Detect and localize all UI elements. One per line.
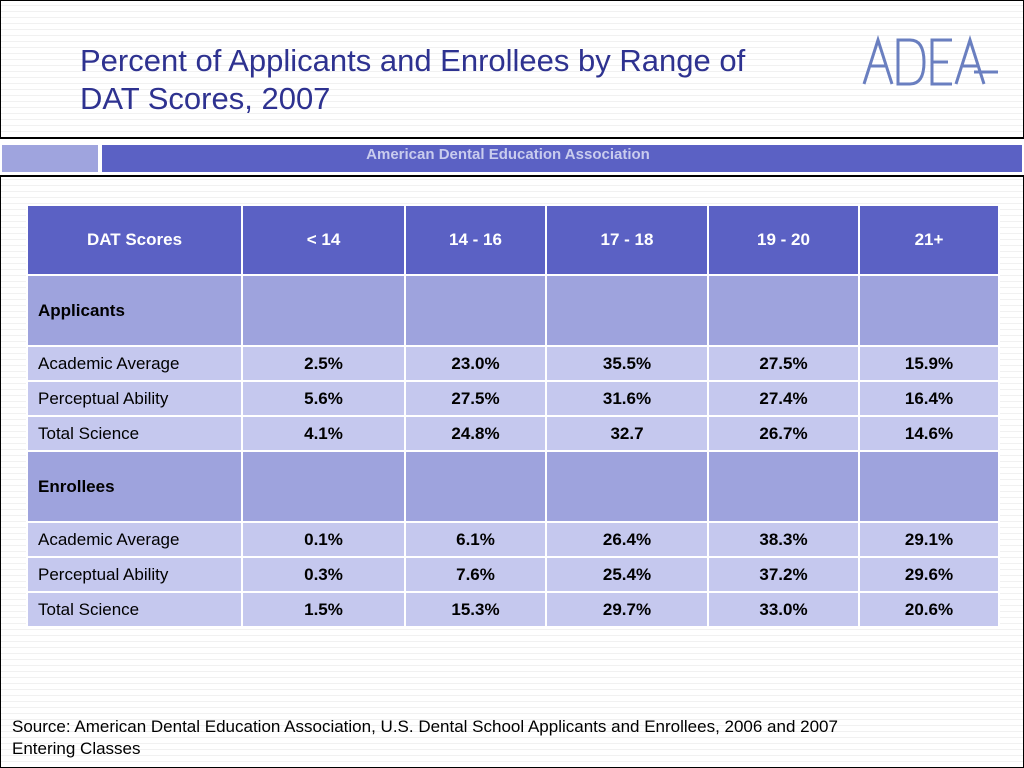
title-line-2: DAT Scores, 2007: [80, 81, 331, 116]
table-cell: 29.7%: [545, 591, 709, 628]
footnote-line-1: Source: American Dental Education Associ…: [12, 717, 838, 736]
table-cell: 16.4%: [858, 380, 1000, 417]
section-cell: [545, 274, 709, 347]
table-cell: 0.3%: [241, 556, 406, 593]
row-label: Perceptual Ability: [26, 380, 243, 417]
table-cell: 4.1%: [241, 415, 406, 452]
table-cell: 33.0%: [707, 591, 860, 628]
table-cell: 7.6%: [404, 556, 547, 593]
section-cell: [707, 450, 860, 523]
table-cell: 29.6%: [858, 556, 1000, 593]
table-cell: 6.1%: [404, 521, 547, 558]
table-cell: 2.5%: [241, 345, 406, 382]
row-label: Perceptual Ability: [26, 556, 243, 593]
title-line-1: Percent of Applicants and Enrollees by R…: [80, 43, 746, 78]
table-cell: 20.6%: [858, 591, 1000, 628]
table-cell: 25.4%: [545, 556, 709, 593]
section-cell: [241, 450, 406, 523]
section-cell: [404, 450, 547, 523]
table-header-row: DAT Scores < 14 14 - 16 17 - 18 19 - 20 …: [26, 204, 1000, 276]
slide-title: Percent of Applicants and Enrollees by R…: [80, 42, 840, 118]
section-cell: [858, 274, 1000, 347]
header-range-14-16: 14 - 16: [404, 204, 547, 276]
table-cell: 27.4%: [707, 380, 860, 417]
row-label: Academic Average: [26, 345, 243, 382]
dat-scores-table: DAT Scores < 14 14 - 16 17 - 18 19 - 20 …: [26, 204, 1000, 628]
table-cell: 27.5%: [707, 345, 860, 382]
section-label: Enrollees: [26, 450, 243, 523]
source-footnote: Source: American Dental Education Associ…: [12, 716, 1012, 760]
table-row: Total Science 4.1% 24.8% 32.7 26.7% 14.6…: [26, 415, 1000, 452]
table-row: Academic Average 2.5% 23.0% 35.5% 27.5% …: [26, 345, 1000, 382]
band-left-block: [2, 145, 98, 172]
table-row: Perceptual Ability 0.3% 7.6% 25.4% 37.2%…: [26, 556, 1000, 593]
table-cell: 23.0%: [404, 345, 547, 382]
table-cell: 35.5%: [545, 345, 709, 382]
band-organization-name: American Dental Education Association: [366, 146, 650, 163]
section-label: Applicants: [26, 274, 243, 347]
section-cell: [707, 274, 860, 347]
table-row: Perceptual Ability 5.6% 27.5% 31.6% 27.4…: [26, 380, 1000, 417]
section-cell: [241, 274, 406, 347]
header-range-19-20: 19 - 20: [707, 204, 860, 276]
table-cell: 15.9%: [858, 345, 1000, 382]
section-cell: [545, 450, 709, 523]
band-right-block: [102, 145, 1022, 172]
footnote-line-2: Entering Classes: [12, 739, 141, 758]
table-cell: 38.3%: [707, 521, 860, 558]
table-cell: 0.1%: [241, 521, 406, 558]
table-row: Total Science 1.5% 15.3% 29.7% 33.0% 20.…: [26, 591, 1000, 628]
header-dat-scores: DAT Scores: [26, 204, 243, 276]
table-cell: 26.4%: [545, 521, 709, 558]
table-cell: 5.6%: [241, 380, 406, 417]
section-cell: [404, 274, 547, 347]
table-cell: 32.7: [545, 415, 709, 452]
section-row-enrollees: Enrollees: [26, 450, 1000, 523]
table-cell: 27.5%: [404, 380, 547, 417]
table-cell: 29.1%: [858, 521, 1000, 558]
header-range-17-18: 17 - 18: [545, 204, 709, 276]
table-row: Academic Average 0.1% 6.1% 26.4% 38.3% 2…: [26, 521, 1000, 558]
table-cell: 1.5%: [241, 591, 406, 628]
adea-logo: [862, 35, 998, 86]
header-range-21plus: 21+: [858, 204, 1000, 276]
row-label: Academic Average: [26, 521, 243, 558]
row-label: Total Science: [26, 415, 243, 452]
table-cell: 26.7%: [707, 415, 860, 452]
header-band: American Dental Education Association: [0, 137, 1024, 177]
section-cell: [858, 450, 1000, 523]
table-cell: 15.3%: [404, 591, 547, 628]
row-label: Total Science: [26, 591, 243, 628]
table-cell: 14.6%: [858, 415, 1000, 452]
table-cell: 37.2%: [707, 556, 860, 593]
header-range-lt14: < 14: [241, 204, 406, 276]
table-cell: 24.8%: [404, 415, 547, 452]
section-row-applicants: Applicants: [26, 274, 1000, 347]
table-cell: 31.6%: [545, 380, 709, 417]
